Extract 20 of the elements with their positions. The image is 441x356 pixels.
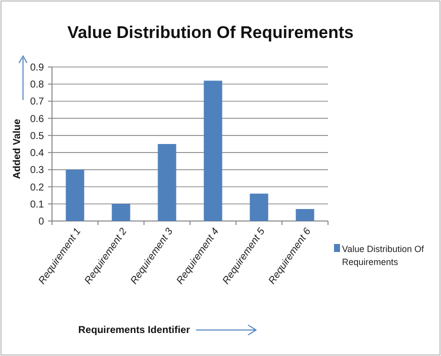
bar	[250, 194, 268, 221]
y-tick-label: 0.2	[30, 182, 44, 194]
y-tick-label: 0.9	[30, 62, 44, 74]
y-tick-label: 0.4	[30, 148, 44, 160]
y-axis-title: Added Value	[12, 118, 23, 180]
bar	[158, 144, 176, 221]
y-tick-label: 0.1	[30, 199, 44, 210]
y-tick-label: 0.8	[30, 80, 44, 91]
bar	[66, 170, 84, 221]
y-tick-label: 0.5	[30, 130, 44, 142]
bar	[296, 209, 314, 221]
bar	[112, 204, 130, 221]
y-tick-label: 0.7	[30, 96, 44, 108]
y-tick-label: 0.6	[30, 114, 44, 125]
chart-title: Value Distribution Of Requirements	[67, 23, 354, 42]
y-tick-label: 0	[38, 216, 44, 228]
x-axis-title: Requirements Identifier	[78, 325, 190, 336]
legend-label: Value Distribution Of Requirements	[342, 244, 424, 267]
y-tick-label: 0.3	[30, 165, 44, 176]
bar	[204, 80, 222, 221]
